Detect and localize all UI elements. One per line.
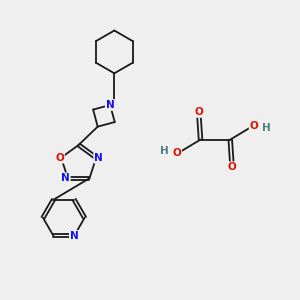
Text: O: O: [250, 121, 258, 131]
Text: N: N: [70, 231, 79, 241]
Text: O: O: [172, 148, 181, 158]
Text: O: O: [55, 153, 64, 163]
Text: N: N: [94, 153, 103, 163]
Text: N: N: [106, 100, 115, 110]
Text: O: O: [227, 162, 236, 172]
Text: H: H: [160, 146, 168, 157]
Text: O: O: [195, 107, 203, 117]
Text: N: N: [61, 173, 70, 183]
Text: H: H: [262, 123, 271, 133]
